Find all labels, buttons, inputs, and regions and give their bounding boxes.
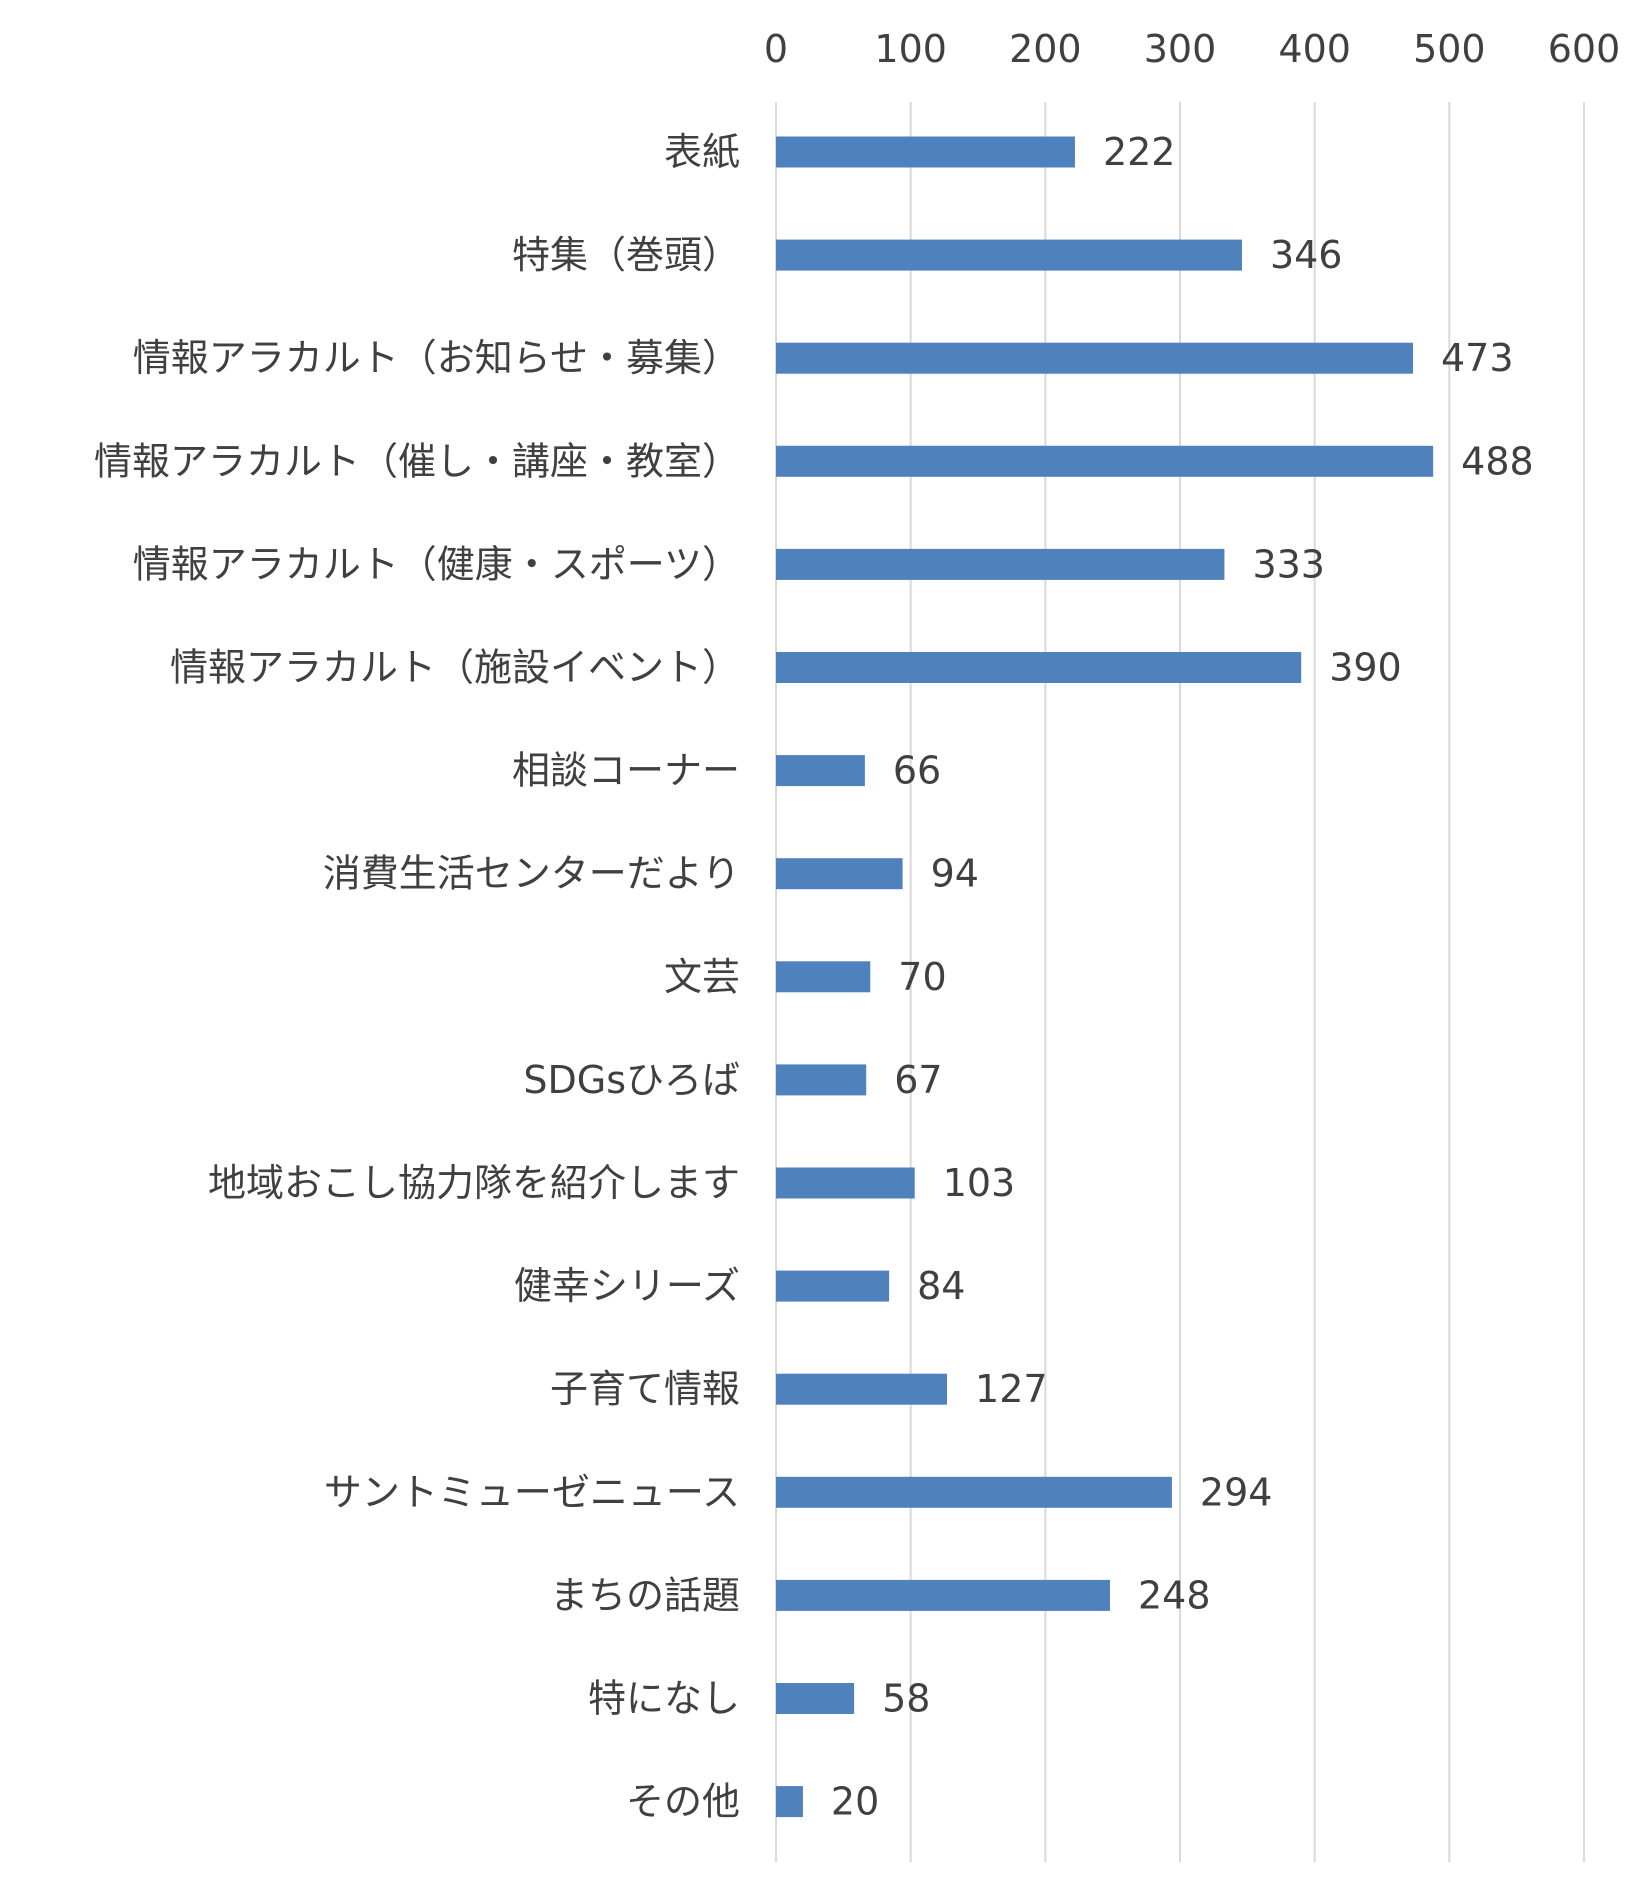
data-label: 127 — [975, 1367, 1048, 1411]
category-label: 情報アラカルト（健康・スポーツ） — [133, 542, 740, 586]
category-label: 相談コーナー — [512, 749, 740, 793]
category-label: サントミューゼニュース — [324, 1470, 740, 1514]
bar — [776, 239, 1242, 271]
bar — [776, 961, 871, 993]
category-label: 情報アラカルト（お知らせ・募集） — [133, 336, 740, 380]
category-label: 特集（巻頭） — [512, 233, 740, 277]
category-label: 健幸シリーズ — [514, 1264, 740, 1308]
data-label: 473 — [1441, 336, 1514, 380]
data-label: 294 — [1200, 1470, 1273, 1514]
bar — [776, 858, 903, 890]
category-label: 文芸 — [664, 955, 740, 999]
x-tick-label: 500 — [1413, 27, 1486, 71]
category-label: 消費生活センターだより — [323, 852, 740, 896]
bar — [776, 1476, 1172, 1508]
bar — [776, 548, 1225, 580]
gridlines — [775, 102, 1585, 1862]
bar — [776, 1270, 890, 1302]
x-tick-label: 200 — [1009, 27, 1082, 71]
category-label: まちの話題 — [550, 1573, 740, 1617]
x-tick-label: 400 — [1278, 27, 1351, 71]
data-label: 94 — [931, 852, 979, 896]
data-label: 70 — [898, 955, 946, 999]
category-label: 情報アラカルト（施設イベント） — [170, 646, 740, 690]
data-label: 67 — [894, 1058, 942, 1102]
bar — [776, 445, 1434, 477]
data-label: 84 — [917, 1264, 965, 1308]
bar — [776, 1579, 1110, 1611]
data-label: 58 — [882, 1677, 930, 1721]
data-label: 390 — [1329, 646, 1402, 690]
x-tick-label: 600 — [1548, 27, 1621, 71]
category-label: 地域おこし協力隊を紹介します — [208, 1161, 740, 1205]
bars — [776, 136, 1434, 1818]
x-axis-ticks: 0 100 200 300 400 500 600 — [764, 27, 1620, 71]
bar — [776, 1064, 867, 1096]
category-label: その他 — [626, 1780, 740, 1824]
x-tick-label: 100 — [874, 27, 947, 71]
category-label: SDGsひろば — [523, 1058, 740, 1102]
data-labels: 222 346 473 488 333 390 66 94 70 67 103 84 127 294 248… — [831, 130, 1534, 1824]
data-label: 346 — [1270, 233, 1343, 277]
bar — [776, 755, 865, 787]
data-label: 103 — [943, 1161, 1016, 1205]
x-tick-label: 300 — [1144, 27, 1217, 71]
bar — [776, 136, 1075, 168]
bar — [776, 1167, 915, 1199]
category-label: 子育て情報 — [550, 1367, 740, 1411]
category-label: 表紙 — [664, 130, 740, 174]
data-label: 20 — [831, 1780, 879, 1824]
bar — [776, 1373, 948, 1405]
data-label: 248 — [1138, 1573, 1211, 1617]
data-label: 333 — [1252, 542, 1325, 586]
bar — [776, 342, 1413, 374]
bar — [776, 1786, 803, 1818]
bar — [776, 652, 1302, 683]
data-label: 222 — [1103, 130, 1176, 174]
category-label: 特になし — [588, 1677, 740, 1721]
category-label: 情報アラカルト（催し・講座・教室） — [94, 439, 740, 483]
bar — [776, 1683, 855, 1714]
x-tick-label: 0 — [764, 27, 788, 71]
data-label: 66 — [893, 749, 941, 793]
data-label: 488 — [1461, 439, 1534, 483]
